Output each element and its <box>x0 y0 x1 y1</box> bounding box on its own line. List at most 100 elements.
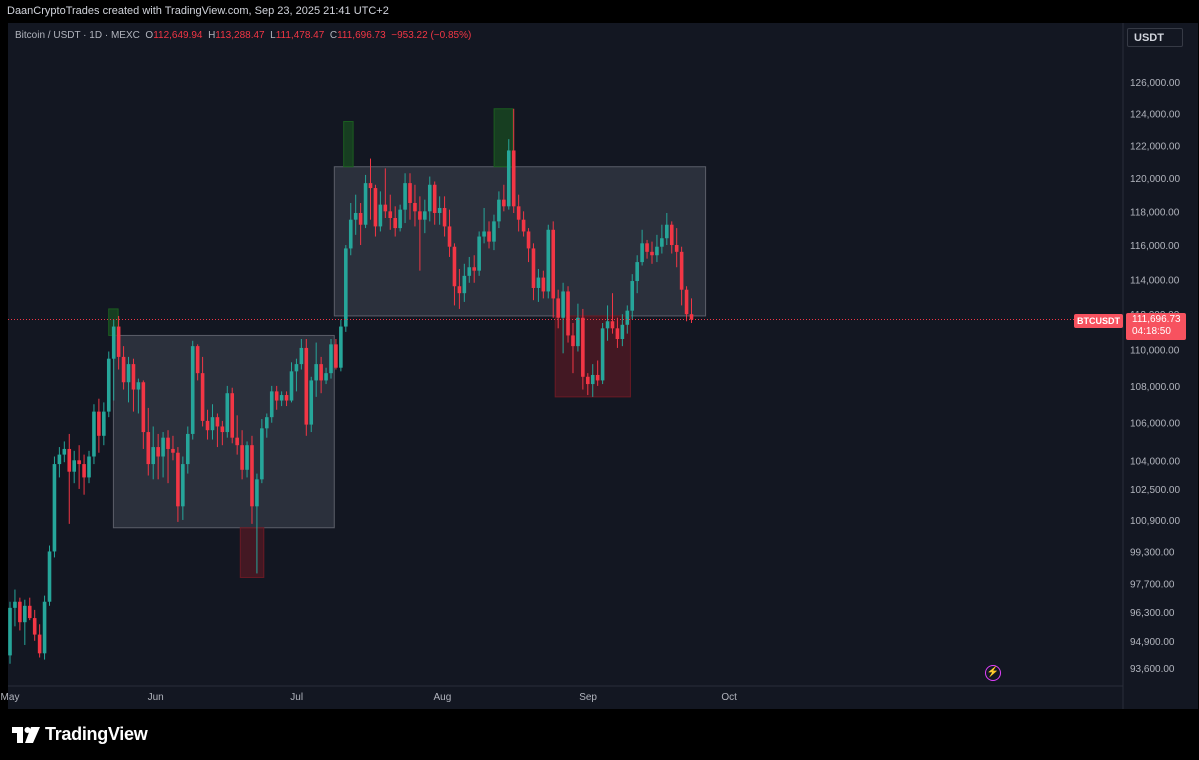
candle-body <box>590 374 595 385</box>
candle-body <box>260 428 264 480</box>
candle-body <box>339 326 343 368</box>
legend-low: 111,478.47 <box>275 30 325 41</box>
y-tick-label: 106,000.00 <box>1130 419 1180 430</box>
candle-body <box>67 448 72 472</box>
candle-body <box>225 393 230 433</box>
creator-line: DaanCryptoTrades created with TradingVie… <box>7 5 389 17</box>
candle-body <box>556 298 560 318</box>
currency-label: USDT <box>1134 31 1164 44</box>
green-zone <box>343 121 354 168</box>
candle-body <box>561 291 565 318</box>
candle-body <box>136 382 141 390</box>
candle-body <box>630 281 635 311</box>
candle-body <box>13 601 17 608</box>
candle-body <box>102 411 106 436</box>
candle-body <box>141 382 146 433</box>
candle-body <box>324 373 328 381</box>
candle-body <box>23 605 27 623</box>
candle-body <box>176 452 180 507</box>
candle-body <box>151 447 156 465</box>
x-tick-label: Jun <box>148 692 164 703</box>
x-tick-label: May <box>1 692 20 703</box>
y-tick-label: 124,000.00 <box>1130 110 1180 121</box>
tv-logo-icon <box>12 726 40 743</box>
candle-body <box>245 445 249 470</box>
candle-body <box>97 411 101 436</box>
candle-body <box>329 344 333 374</box>
candle-body <box>255 479 259 507</box>
y-tick-label: 104,000.00 <box>1130 456 1180 467</box>
legend-close-label: C <box>329 30 338 41</box>
candle-body <box>363 183 368 225</box>
candle-body <box>230 393 235 438</box>
candle-body <box>615 328 620 339</box>
candle-body <box>432 184 437 213</box>
candle-body <box>457 286 462 294</box>
candle-body <box>146 432 151 465</box>
candle-body <box>171 448 175 453</box>
candle-body <box>126 364 131 383</box>
candle-body <box>166 437 170 449</box>
candle-body <box>62 448 67 455</box>
candle-body <box>334 344 338 368</box>
candle-body <box>27 605 32 619</box>
candle-body <box>571 335 575 347</box>
bar-countdown: 04:18:50 <box>1132 326 1171 337</box>
footer <box>0 709 1199 760</box>
candle-body <box>250 445 254 507</box>
y-tick-label: 93,600.00 <box>1130 664 1175 675</box>
legend-low-label: L <box>270 30 276 41</box>
tradingview-logo[interactable]: TradingView <box>12 724 148 745</box>
candle-body <box>684 289 689 315</box>
candle-body <box>373 188 378 227</box>
y-tick-label: 99,300.00 <box>1130 547 1175 558</box>
red-zone <box>239 527 265 578</box>
candle-body <box>408 183 412 203</box>
last-price: 111,696.73 <box>1132 314 1181 325</box>
x-tick-label: Aug <box>434 692 452 703</box>
candle-body <box>18 601 22 623</box>
candle-body <box>37 634 42 654</box>
candle-body <box>47 551 52 602</box>
candle-body <box>447 226 452 247</box>
y-tick-label: 94,900.00 <box>1130 637 1175 648</box>
candle-body <box>551 229 556 299</box>
legend-symbol: Bitcoin / USDT · 1D · MEXC <box>15 30 140 41</box>
candle-body <box>264 417 269 429</box>
legend-high-label: H <box>208 30 216 41</box>
candle-body <box>235 437 239 446</box>
candle-body <box>546 229 551 292</box>
candle-body <box>423 211 427 220</box>
y-tick-label: 126,000.00 <box>1130 78 1180 89</box>
y-tick-label: 122,000.00 <box>1130 142 1180 153</box>
candle-body <box>32 618 37 635</box>
candle-body <box>289 371 294 401</box>
candle-body <box>279 395 284 401</box>
y-tick-label: 110,000.00 <box>1130 346 1180 357</box>
candle-body <box>403 183 407 210</box>
candle-body <box>284 395 289 401</box>
legend-high: 113,288.47 <box>215 30 265 41</box>
currency-selector[interactable]: USDT <box>1127 28 1183 47</box>
y-tick-label: 116,000.00 <box>1130 241 1180 252</box>
candle-body <box>674 245 679 252</box>
y-tick-label: 102,500.00 <box>1130 485 1180 496</box>
candle-body <box>472 267 477 271</box>
candle-body <box>418 211 422 220</box>
candle-body <box>398 209 402 229</box>
candle-body <box>383 204 388 212</box>
candle-body <box>610 321 615 329</box>
candle-body <box>42 601 47 654</box>
candle-body <box>185 433 190 465</box>
lightning-icon[interactable]: ⚡ <box>985 665 1001 681</box>
symbol-tag: BTCUSDT <box>1074 314 1123 328</box>
candle-body <box>348 219 353 249</box>
candle-body <box>511 150 516 207</box>
legend-open: 112,649.94 <box>153 30 203 41</box>
candle-body <box>131 364 136 390</box>
candle-body <box>358 212 363 225</box>
ohlc-legend: Bitcoin / USDT · 1D · MEXC O112,649.94 H… <box>15 30 471 41</box>
legend-close: 111,696.73 <box>337 30 386 41</box>
candle-body <box>605 321 610 329</box>
